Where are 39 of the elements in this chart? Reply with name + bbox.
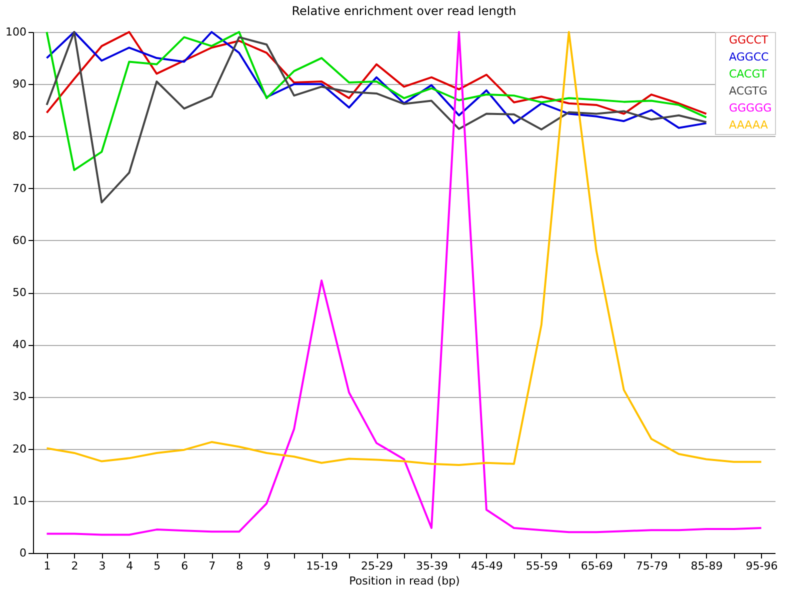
- x-tick-label: 45-49: [470, 560, 503, 572]
- x-tick-label: 95-96: [746, 560, 778, 572]
- y-tick-label: 10: [12, 494, 26, 508]
- x-tick-label: 1: [44, 560, 51, 572]
- x-tick-label: 6: [181, 560, 188, 572]
- text: AGGCC: [729, 50, 770, 64]
- x-tick-label: 3: [98, 560, 106, 572]
- x-tick-label: 15-19: [306, 560, 338, 572]
- x-tick-label: 9: [264, 560, 271, 572]
- x-tick-label: 7: [208, 560, 216, 572]
- x-tick-label: 4: [126, 560, 134, 572]
- line-series: [46, 31, 708, 204]
- y-tick-label: 100: [6, 26, 26, 38]
- x-tick-label: 65-69: [580, 560, 613, 572]
- text: AAAAA: [729, 118, 768, 132]
- y-tick-label: 30: [12, 390, 26, 404]
- x-tick-label: 75-79: [636, 560, 668, 572]
- y-tick-label: 80: [12, 130, 26, 143]
- x-tick-label: 85-89: [690, 560, 723, 572]
- x-tick-label: 5: [154, 560, 161, 572]
- text: ACGTG: [729, 84, 768, 98]
- x-tick-label: 35-39: [416, 560, 448, 572]
- y-tick-label: 0: [20, 546, 26, 560]
- line-series: [46, 31, 708, 172]
- x-tick-label: 2: [71, 560, 78, 572]
- x-axis-title: Position in read (bp): [349, 574, 460, 588]
- x-tick-label: 25-29: [361, 560, 394, 572]
- y-tick-label: 90: [12, 78, 26, 91]
- text: CACGT: [729, 68, 767, 80]
- y-tick-label: 40: [12, 338, 26, 352]
- x-tick-label: 55-59: [526, 560, 558, 572]
- y-tick-label: 20: [12, 442, 26, 456]
- text: GGGGG: [729, 102, 772, 114]
- y-tick-label: 60: [12, 234, 26, 247]
- x-tick-label: 8: [236, 560, 244, 572]
- chart-title: Relative enrichment over read length: [292, 4, 516, 18]
- y-tick-label: 70: [12, 182, 26, 195]
- y-tick-label: 50: [12, 286, 26, 299]
- text: GGCCT: [729, 34, 768, 46]
